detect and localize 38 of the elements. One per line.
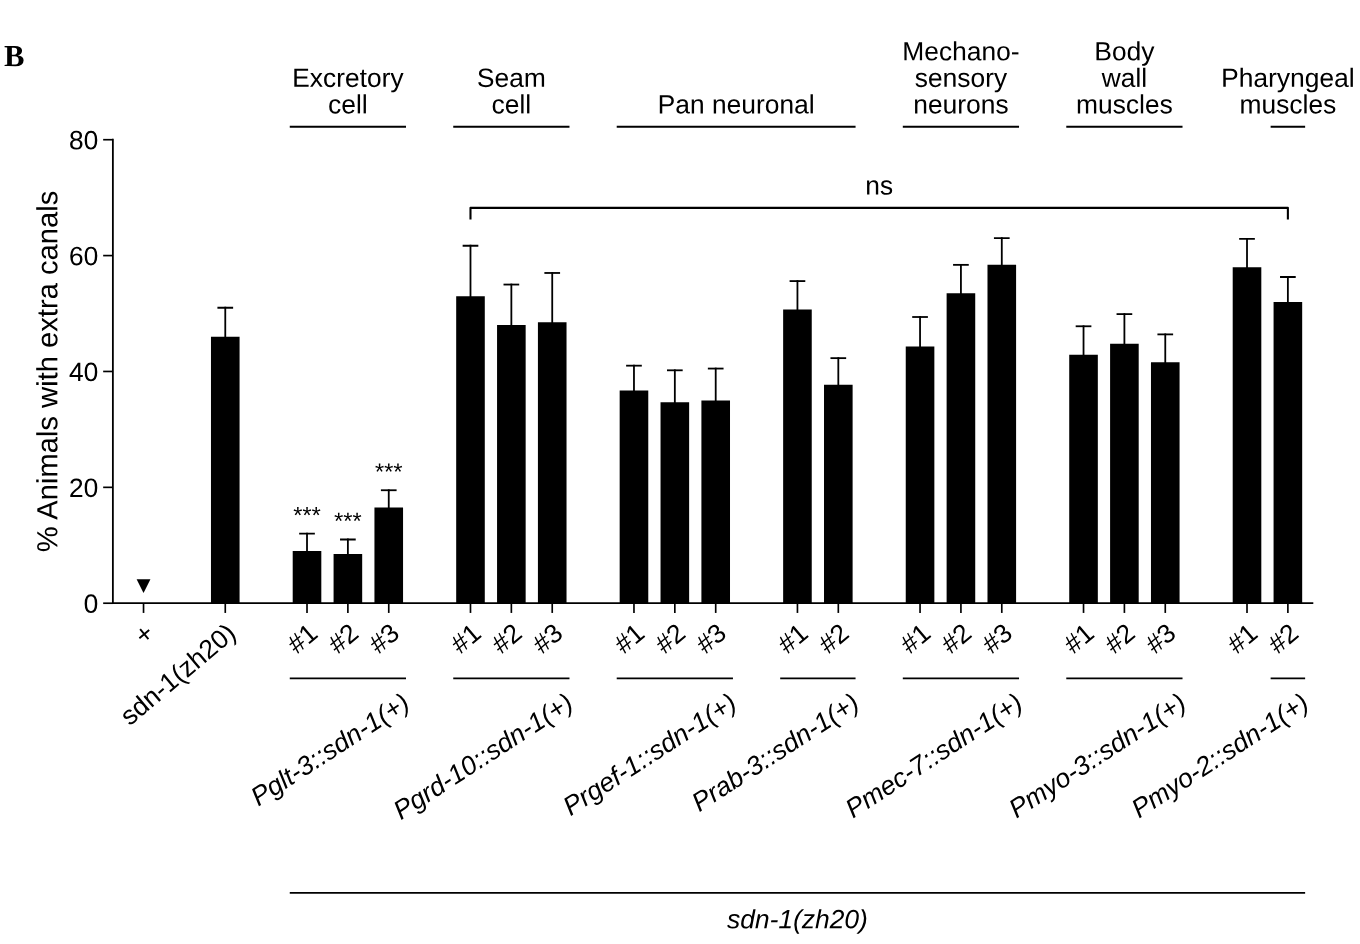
text: sdn-1(zh20): [727, 909, 867, 934]
x-tick-label: #1: [285, 622, 319, 655]
x-tick-label: #1: [775, 622, 809, 655]
text: Pan neuronal: [659, 94, 813, 114]
x-tick-label: #2: [1265, 622, 1300, 655]
x-tick-label: #2: [489, 622, 523, 655]
text: Mechano- sensory neurons: [904, 41, 1019, 114]
x-tick-label: #2: [1102, 622, 1136, 655]
x-tick-label: #2: [325, 622, 360, 655]
x-tick-label: #2: [938, 622, 973, 655]
x-tick-label: #1: [612, 622, 646, 655]
x-tick-label: #3: [979, 622, 1014, 655]
x-tick-label: #1: [898, 622, 932, 655]
x-tick-label: #2: [652, 622, 687, 655]
x-tick-label: #3: [693, 622, 728, 655]
text: Body wall muscles: [1077, 41, 1172, 114]
text: B: [4, 46, 24, 67]
text: Excretory cell: [294, 68, 404, 114]
x-tick-label: #2: [816, 622, 850, 655]
y-tick-label: 60: [70, 246, 98, 266]
text: Seam cell: [478, 68, 545, 114]
data-label: ***: [334, 512, 362, 522]
data-label: ***: [375, 463, 403, 472]
x-tick-label: #3: [1143, 622, 1177, 655]
x-tick-label: #1: [1225, 622, 1259, 655]
data-label: ***: [293, 506, 321, 516]
y-tick-label: 20: [70, 478, 98, 498]
x-tick-label: #1: [448, 622, 482, 655]
y-tick-label: 40: [69, 362, 98, 382]
y-axis-title: % Animals with extra canals: [36, 191, 58, 552]
annotation: ns: [867, 180, 893, 195]
data-label: ▼: [136, 579, 151, 594]
x-tick-label: #1: [1061, 622, 1095, 655]
text: Pharyngeal muscles: [1223, 67, 1353, 114]
x-tick-label: #3: [530, 622, 564, 655]
y-tick-label: 80: [70, 130, 98, 150]
x-tick-label: #3: [366, 622, 401, 655]
y-tick-label: 0: [84, 594, 98, 614]
